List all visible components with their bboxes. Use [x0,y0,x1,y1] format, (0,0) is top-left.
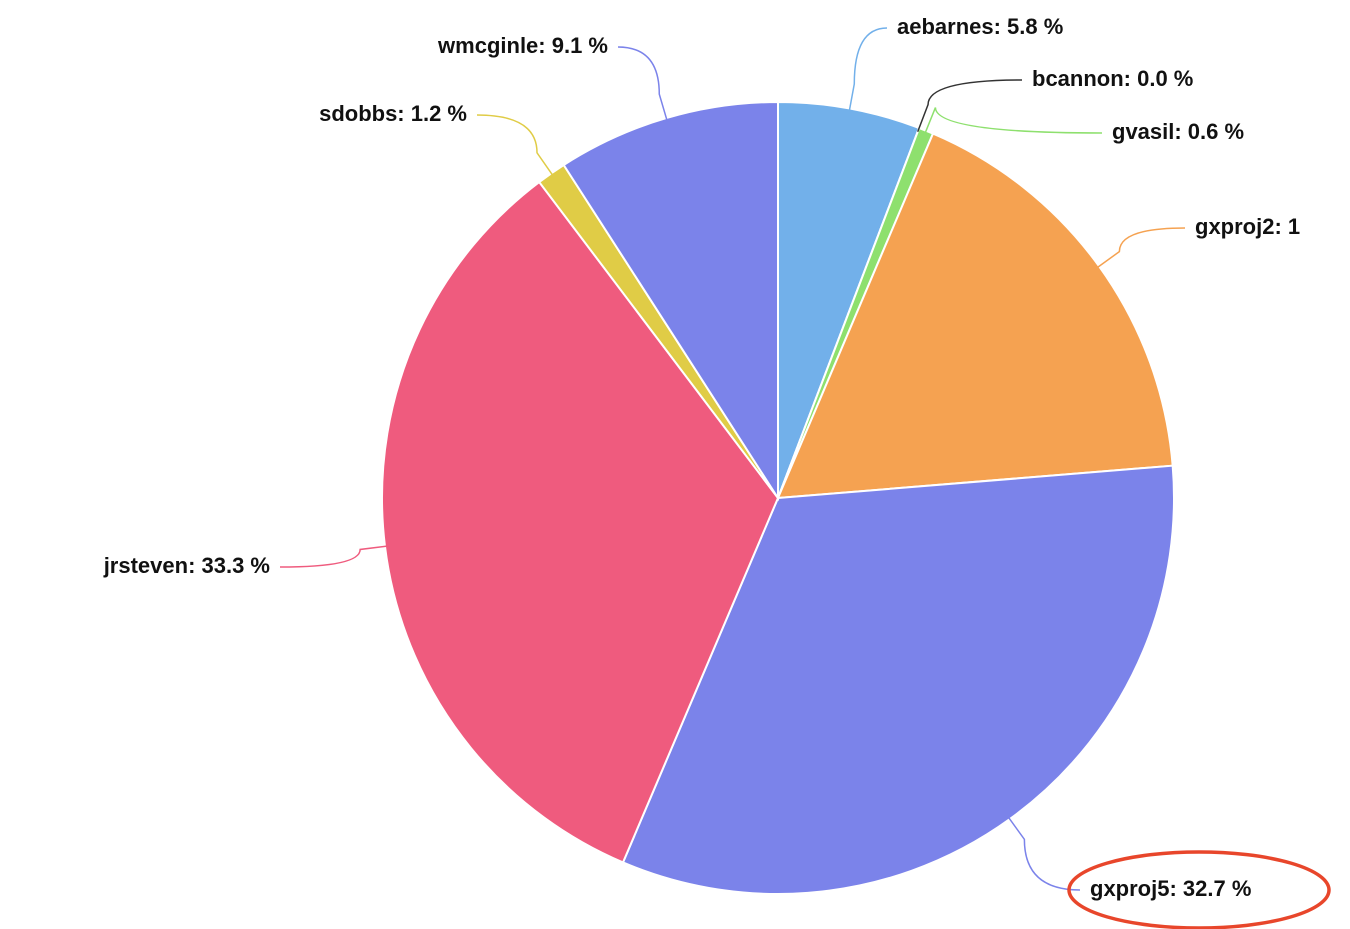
connector [1006,815,1081,891]
connector [1095,227,1186,270]
connector [617,46,669,123]
slices [381,100,1176,895]
slice-label: bcannon: 0.0 % [1032,66,1193,91]
slice-label: sdobbs: 1.2 % [319,101,467,126]
connector [917,79,1023,133]
connector [476,114,555,178]
slice-label: gxproj2: 1 [1195,214,1300,239]
connector [848,27,888,113]
labels: aebarnes: 5.8 % bcannon: 0.0 % gvasil: 0.6… [103,14,1300,901]
slice-label: wmcginle: 9.1 % [437,33,608,58]
highlight-circle [1067,850,1331,929]
slice-label: gxproj5: 32.7 % [1090,876,1251,901]
slice-label: aebarnes: 5.8 % [897,14,1063,39]
slice-label: jrsteven: 33.3 % [103,553,270,578]
connector [923,107,1103,135]
connector [279,545,390,568]
slice-label: gvasil: 0.6 % [1112,119,1244,144]
